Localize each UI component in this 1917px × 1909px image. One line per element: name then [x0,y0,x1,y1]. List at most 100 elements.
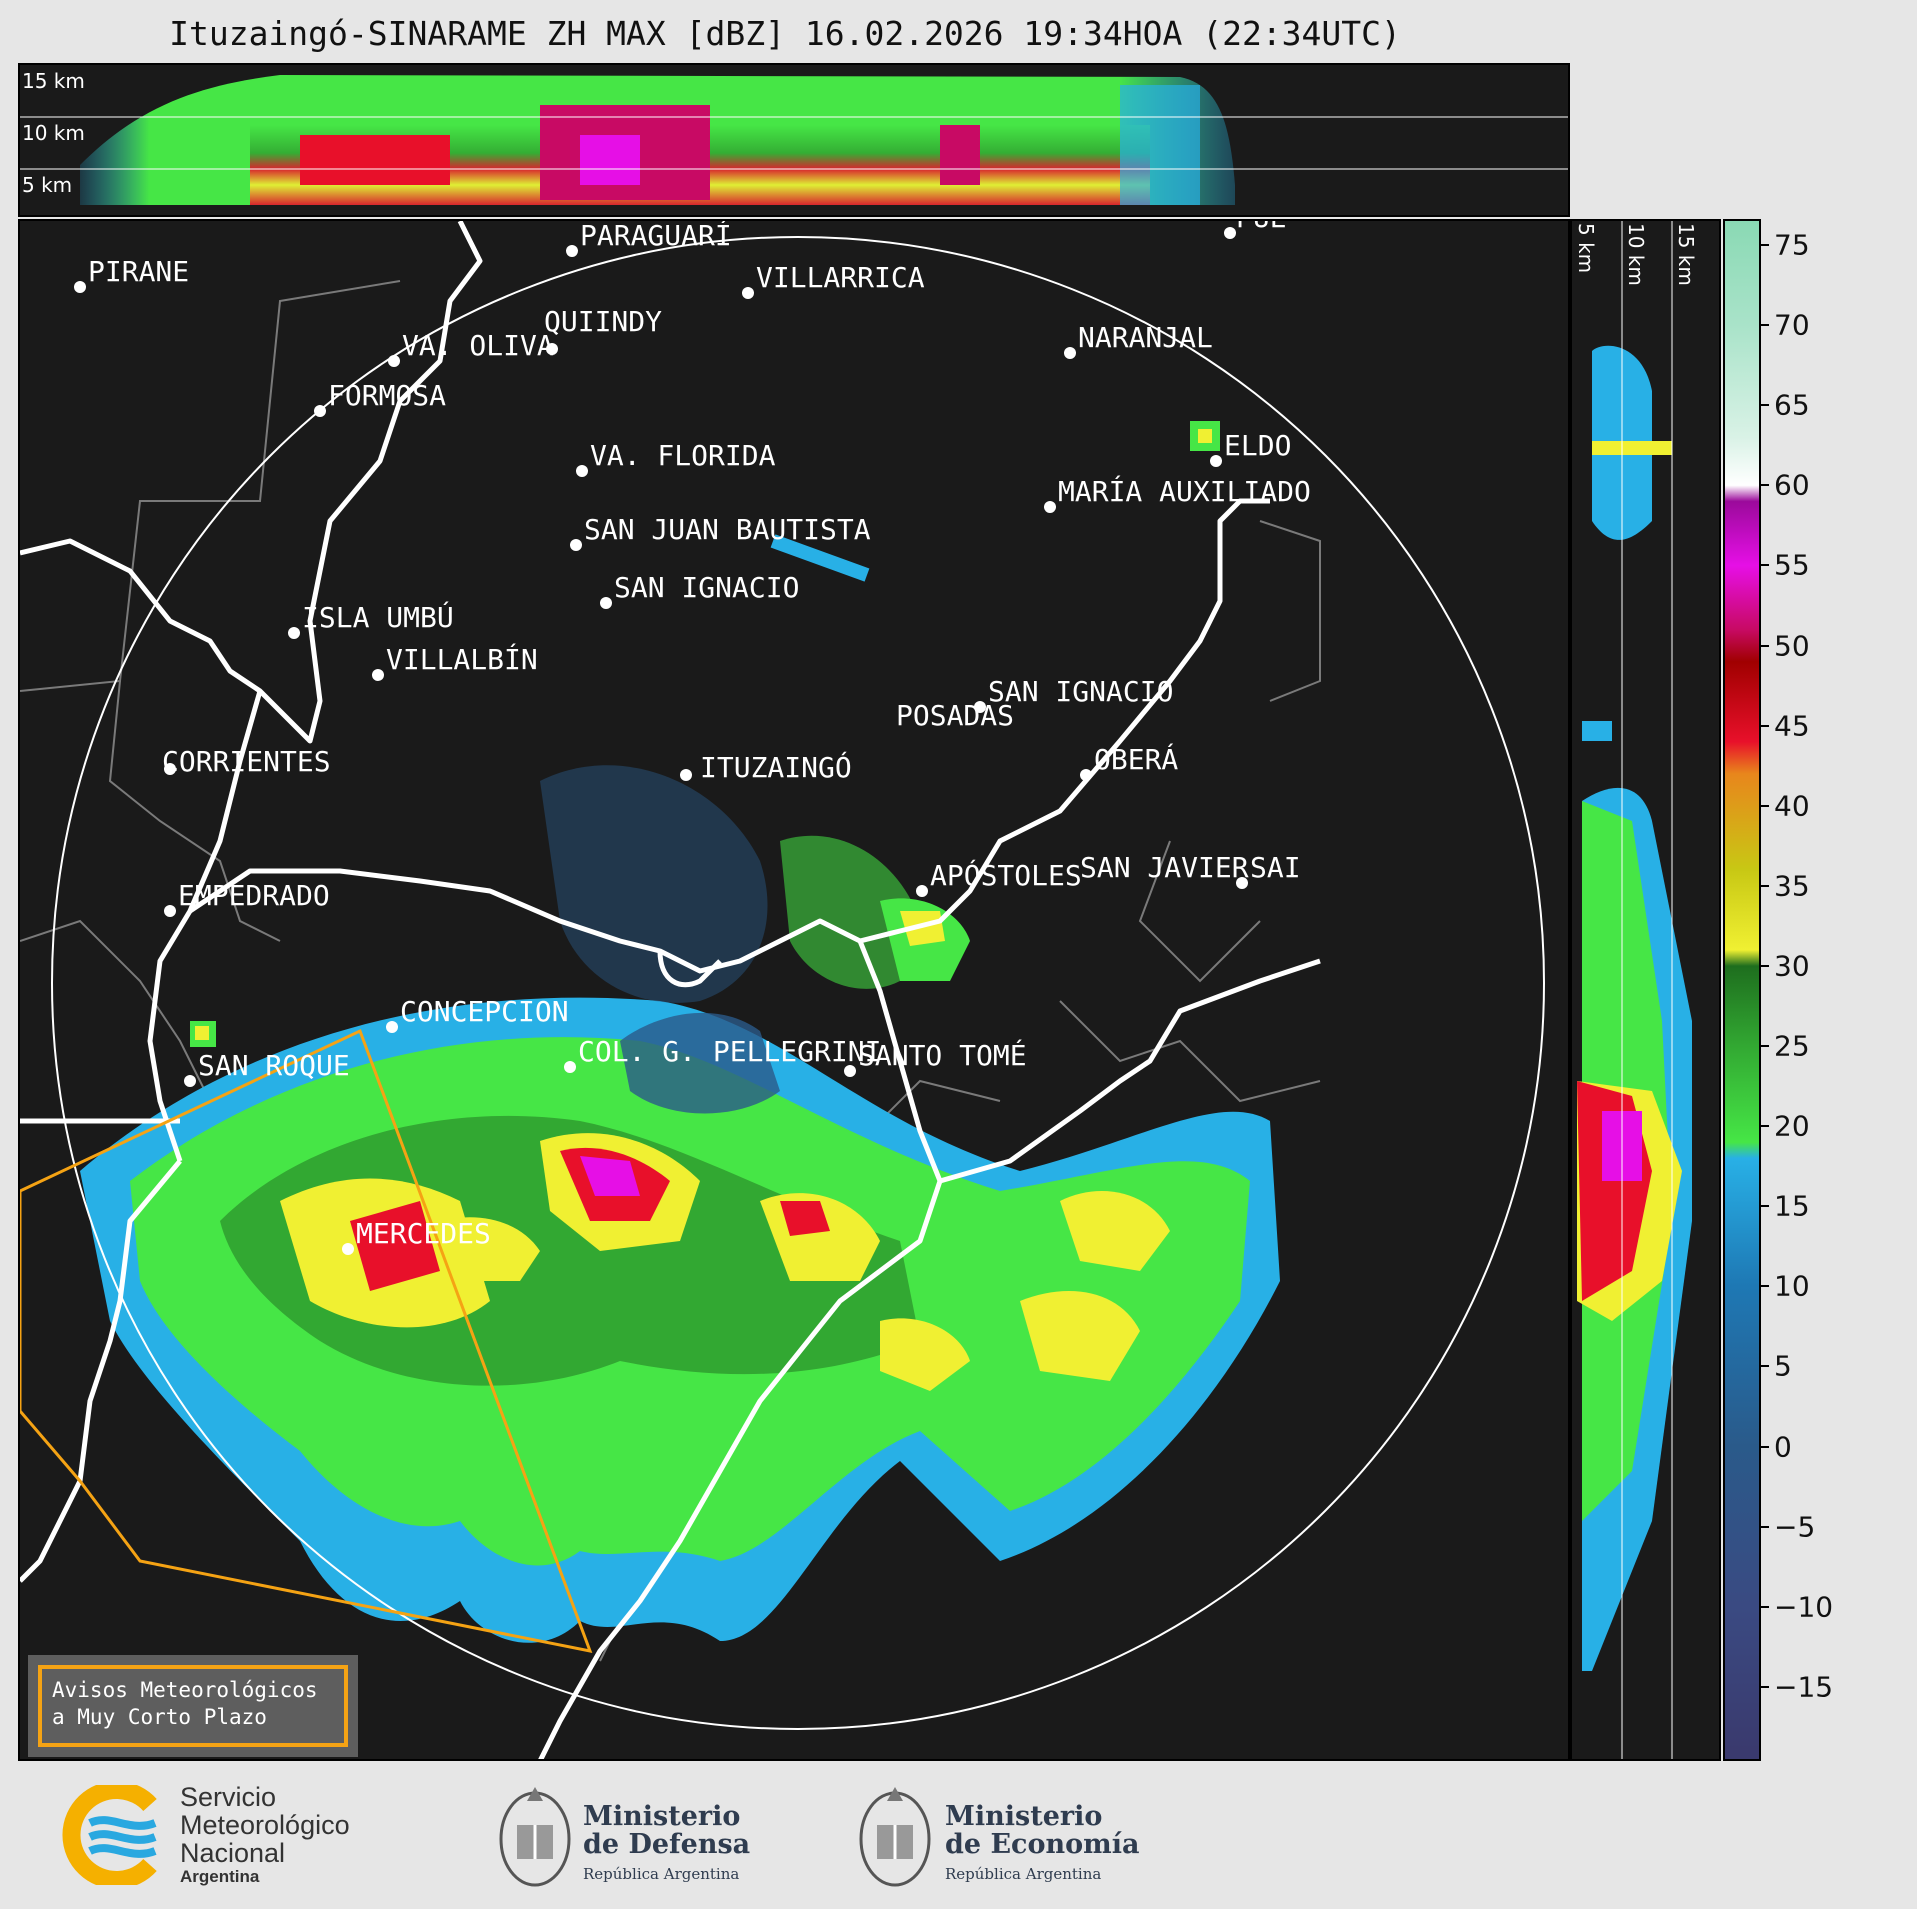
warning-polygon [20,1028,593,1653]
city-label: POSADAS [896,699,1014,732]
city-marker [570,539,582,551]
city-label: SAI [1250,851,1301,884]
colorbar-tick-label: 35 [1774,869,1810,903]
colorbar-tick [1761,724,1769,727]
warning-legend: Avisos Meteorológicos a Muy Corto Plazo [28,1655,358,1757]
smn-country: Argentina [180,1867,260,1886]
city-marker [974,701,986,713]
colorbar-tick-label: 20 [1774,1109,1810,1143]
city-marker [342,1243,354,1255]
smn-name: Servicio Meteorológico Nacional [180,1783,350,1867]
defensa-line-1: Ministerio [583,1801,741,1832]
height-label-15km: 15 km [22,69,85,93]
city-marker [164,763,176,775]
colorbar-tick-label: 50 [1774,629,1810,663]
city-label: CONCEPCION [400,995,569,1028]
city-marker [576,465,588,477]
warning-line-2: a Muy Corto Plazo [52,1705,267,1729]
city-label: SAN ROQUE [198,1049,350,1082]
top-profile-canvas [20,75,1568,205]
city-marker [184,1075,196,1087]
side-height-label-5km: 5 km [1574,223,1598,274]
defensa-seal-icon [499,1787,571,1887]
city-label: QUIINDY [544,305,662,338]
defensa-line-2: de Defensa [583,1829,751,1860]
city-label: VILLALBÍN [386,642,538,676]
colorbar-tick [1761,1685,1769,1688]
colorbar-tick [1761,644,1769,647]
city-marker [1224,227,1236,239]
city-label: VA. OLIVA [402,329,554,362]
colorbar-tick [1761,964,1769,967]
city-label: NARANJAL [1078,321,1213,354]
colorbar-tick [1761,1365,1769,1368]
city-marker [546,343,558,355]
city-label: COL. G. PELLEGRINI [578,1035,881,1068]
economia-name: Ministerio de Economía [945,1803,1139,1859]
colorbar-tick-label: 75 [1774,228,1810,262]
city-label: MARÍA AUXILIADO [1058,474,1311,508]
colorbar-tick [1761,1445,1769,1448]
defensa-country: República Argentina [583,1865,740,1883]
colorbar-tick-label: 60 [1774,468,1810,502]
colorbar-tick-label: 45 [1774,709,1810,743]
smn-line-2: Meteorológico [180,1810,350,1840]
colorbar-tick-label: −5 [1774,1510,1816,1544]
colorbar-tick-label: 25 [1774,1029,1810,1063]
range-ring [51,236,1545,1730]
city-label: SANTO TOMÉ [858,1038,1027,1072]
colorbar-tick-label: 5 [1774,1349,1792,1383]
city-marker [74,281,86,293]
city-marker [388,355,400,367]
city-label: SAN JAVIER [1080,851,1249,884]
colorbar-tick [1761,884,1769,887]
city-marker [372,669,384,681]
radar-echoes [80,421,1280,1643]
city-marker [916,885,928,897]
city-label: APÓSTOLES [930,858,1082,892]
city-marker [742,287,754,299]
city-marker [600,597,612,609]
city-label: EMPEDRADO [178,879,330,912]
colorbar-tick [1761,1525,1769,1528]
colorbar-canvas [1725,221,1759,1759]
top-vertical-profile: 15 km 10 km 5 km [18,63,1570,217]
economia-seal-icon [859,1787,931,1887]
city-label: SAN JUAN BAUTISTA [584,513,871,546]
city-label: SAN IGNACIO [614,571,799,604]
warning-line-1: Avisos Meteorológicos [52,1678,318,1702]
city-label: OBERÁ [1094,742,1178,776]
side-vertical-profile: 5 km 10 km 15 km [1570,219,1721,1761]
city-marker [566,245,578,257]
colorbar-tick [1761,1205,1769,1208]
city-marker [1210,455,1222,467]
colorbar-tick-label: 65 [1774,388,1810,422]
colorbar-tick-label: 70 [1774,308,1810,342]
city-marker [314,405,326,417]
city-marker [1064,347,1076,359]
city-marker [288,627,300,639]
footer-logos: Servicio Meteorológico Nacional Argentin… [0,1765,1917,1909]
colorbar-tick-label: 10 [1774,1269,1810,1303]
city-marker [844,1065,856,1077]
defensa-name: Ministerio de Defensa [583,1803,750,1859]
colorbar-tick [1761,1605,1769,1608]
economia-line-1: Ministerio [945,1801,1103,1832]
city-marker [1080,769,1092,781]
city-marker [386,1021,398,1033]
river-borders [20,221,1321,1759]
economia-country: República Argentina [945,1865,1102,1883]
colorbar-tick [1761,484,1769,487]
city-marker [1236,877,1248,889]
colorbar-tick-label: −10 [1774,1590,1834,1624]
side-height-label-10km: 10 km [1624,223,1648,286]
colorbar-tick-label: 40 [1774,789,1810,823]
city-label: SAN IGNACIO [988,675,1173,708]
colorbar-tick [1761,1285,1769,1288]
city-label: PUE [1236,221,1287,234]
colorbar-tick-label: 30 [1774,949,1810,983]
smn-line-3: Nacional [180,1838,286,1868]
city-label: ELDO [1224,429,1291,462]
side-height-label-15km: 15 km [1674,223,1698,286]
